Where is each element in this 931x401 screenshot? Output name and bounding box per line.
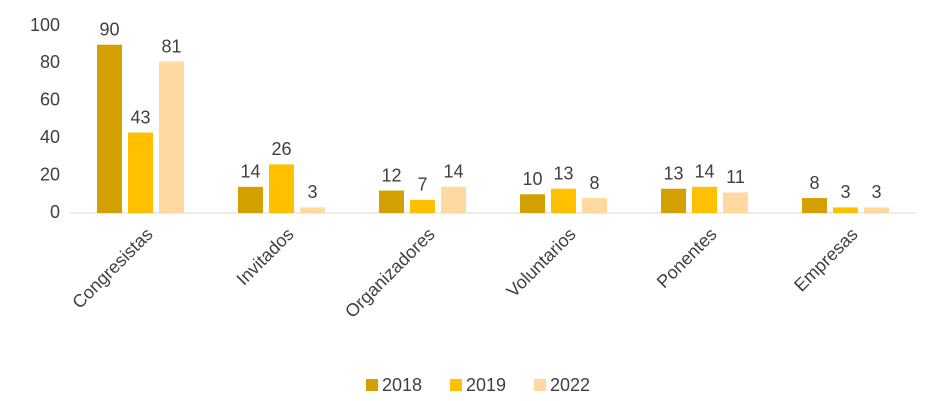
legend-swatch	[366, 379, 378, 391]
value-label: 12	[381, 165, 401, 185]
bar	[97, 44, 122, 214]
legend-swatch	[450, 379, 462, 391]
value-label: 8	[589, 173, 599, 193]
value-label: 13	[663, 163, 683, 183]
x-tick-label: Congresistas	[68, 224, 156, 312]
bar	[582, 198, 607, 213]
bar	[128, 132, 153, 213]
legend-swatch	[534, 379, 546, 391]
value-label: 8	[809, 173, 819, 193]
value-label: 26	[271, 139, 291, 159]
y-tick-label: 60	[40, 90, 60, 110]
value-label: 11	[726, 167, 745, 187]
value-label: 43	[130, 107, 150, 127]
bar	[661, 188, 686, 213]
y-tick-label: 40	[40, 127, 60, 147]
x-tick-label: Invitados	[233, 224, 298, 289]
bar	[723, 192, 748, 213]
y-tick-label: 20	[40, 164, 60, 184]
y-tick-label: 80	[40, 52, 60, 72]
bar	[159, 61, 184, 213]
value-label: 3	[307, 182, 317, 202]
bar	[864, 207, 889, 213]
value-label: 3	[840, 182, 850, 202]
value-label: 7	[417, 175, 427, 195]
legend-label: 2022	[550, 375, 590, 395]
value-label: 3	[871, 182, 881, 202]
bar	[379, 190, 404, 213]
bar	[833, 207, 858, 213]
bar	[300, 207, 325, 213]
y-tick-label: 100	[30, 15, 60, 35]
bar	[692, 186, 717, 213]
x-tick-label: Empresas	[790, 224, 861, 295]
x-tick-label: Organizadores	[341, 224, 439, 322]
bar	[520, 194, 545, 213]
x-tick-label: Ponentes	[653, 224, 721, 292]
legend-label: 2018	[382, 375, 422, 395]
bar	[238, 186, 263, 213]
bar	[802, 198, 827, 213]
value-label: 14	[240, 162, 260, 182]
y-tick-label: 0	[50, 202, 60, 222]
value-label: 81	[161, 36, 181, 56]
value-label: 10	[522, 169, 542, 189]
bar	[410, 199, 435, 213]
x-tick-label: Voluntarios	[503, 224, 580, 301]
value-label: 14	[443, 162, 463, 182]
bar	[551, 188, 576, 213]
legend-label: 2019	[466, 375, 506, 395]
value-label: 90	[99, 19, 119, 39]
bar	[269, 164, 294, 213]
value-label: 13	[553, 163, 573, 183]
bar	[441, 186, 466, 213]
value-label: 14	[694, 162, 714, 182]
